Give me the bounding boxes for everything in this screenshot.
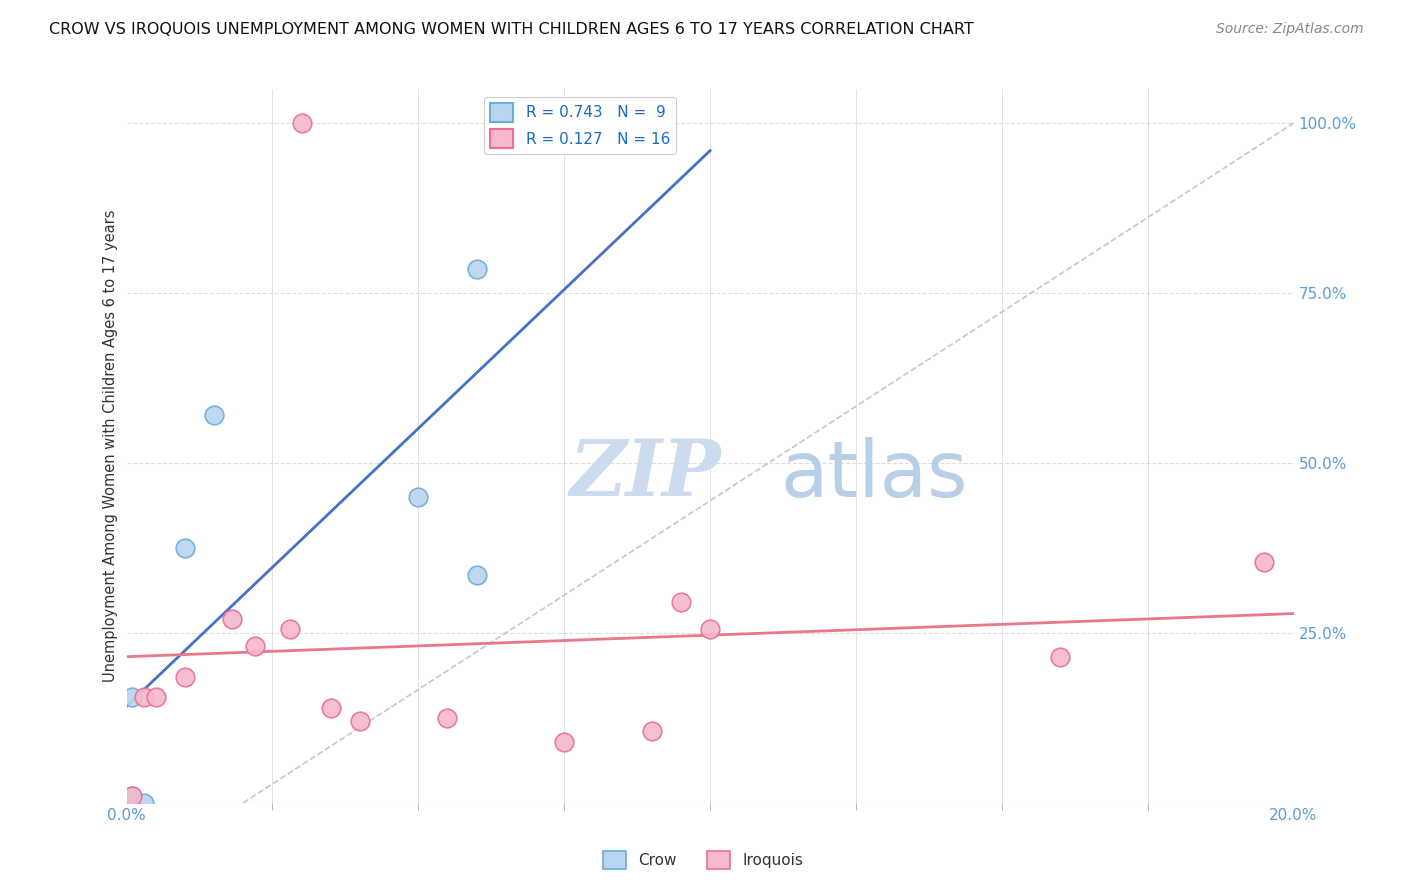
Legend: Crow, Iroquois: Crow, Iroquois (596, 845, 810, 875)
Point (349, 714, 371, 729)
Point (640, 724, 664, 739)
Point (121, 789, 143, 803)
Point (132, 796, 155, 810)
Point (145, 690, 167, 705)
Point (436, 711, 458, 725)
Point (553, 734, 575, 748)
Point (669, 595, 692, 609)
Point (221, 612, 243, 626)
Point (1049, 649, 1071, 664)
Point (1253, 555, 1275, 569)
Point (121, 789, 143, 803)
Point (465, 262, 488, 277)
Point (699, 623, 721, 637)
Point (640, 136, 664, 151)
Point (408, 490, 430, 504)
Point (243, 640, 266, 654)
Text: Source: ZipAtlas.com: Source: ZipAtlas.com (1216, 22, 1364, 37)
Text: atlas: atlas (780, 436, 967, 513)
Point (174, 541, 197, 555)
Text: CROW VS IROQUOIS UNEMPLOYMENT AMONG WOMEN WITH CHILDREN AGES 6 TO 17 YEARS CORRE: CROW VS IROQUOIS UNEMPLOYMENT AMONG WOME… (49, 22, 974, 37)
Legend: R = 0.743   N =  9, R = 0.127   N = 16: R = 0.743 N = 9, R = 0.127 N = 16 (484, 97, 676, 154)
Y-axis label: Unemployment Among Women with Children Ages 6 to 17 years: Unemployment Among Women with Children A… (103, 210, 118, 682)
Point (278, 623, 301, 637)
Point (202, 409, 225, 423)
Point (174, 670, 197, 684)
Point (465, 568, 488, 582)
Point (132, 690, 155, 705)
Point (319, 700, 342, 714)
Point (290, 116, 312, 130)
Text: ZIP: ZIP (569, 436, 721, 513)
Point (121, 690, 143, 705)
